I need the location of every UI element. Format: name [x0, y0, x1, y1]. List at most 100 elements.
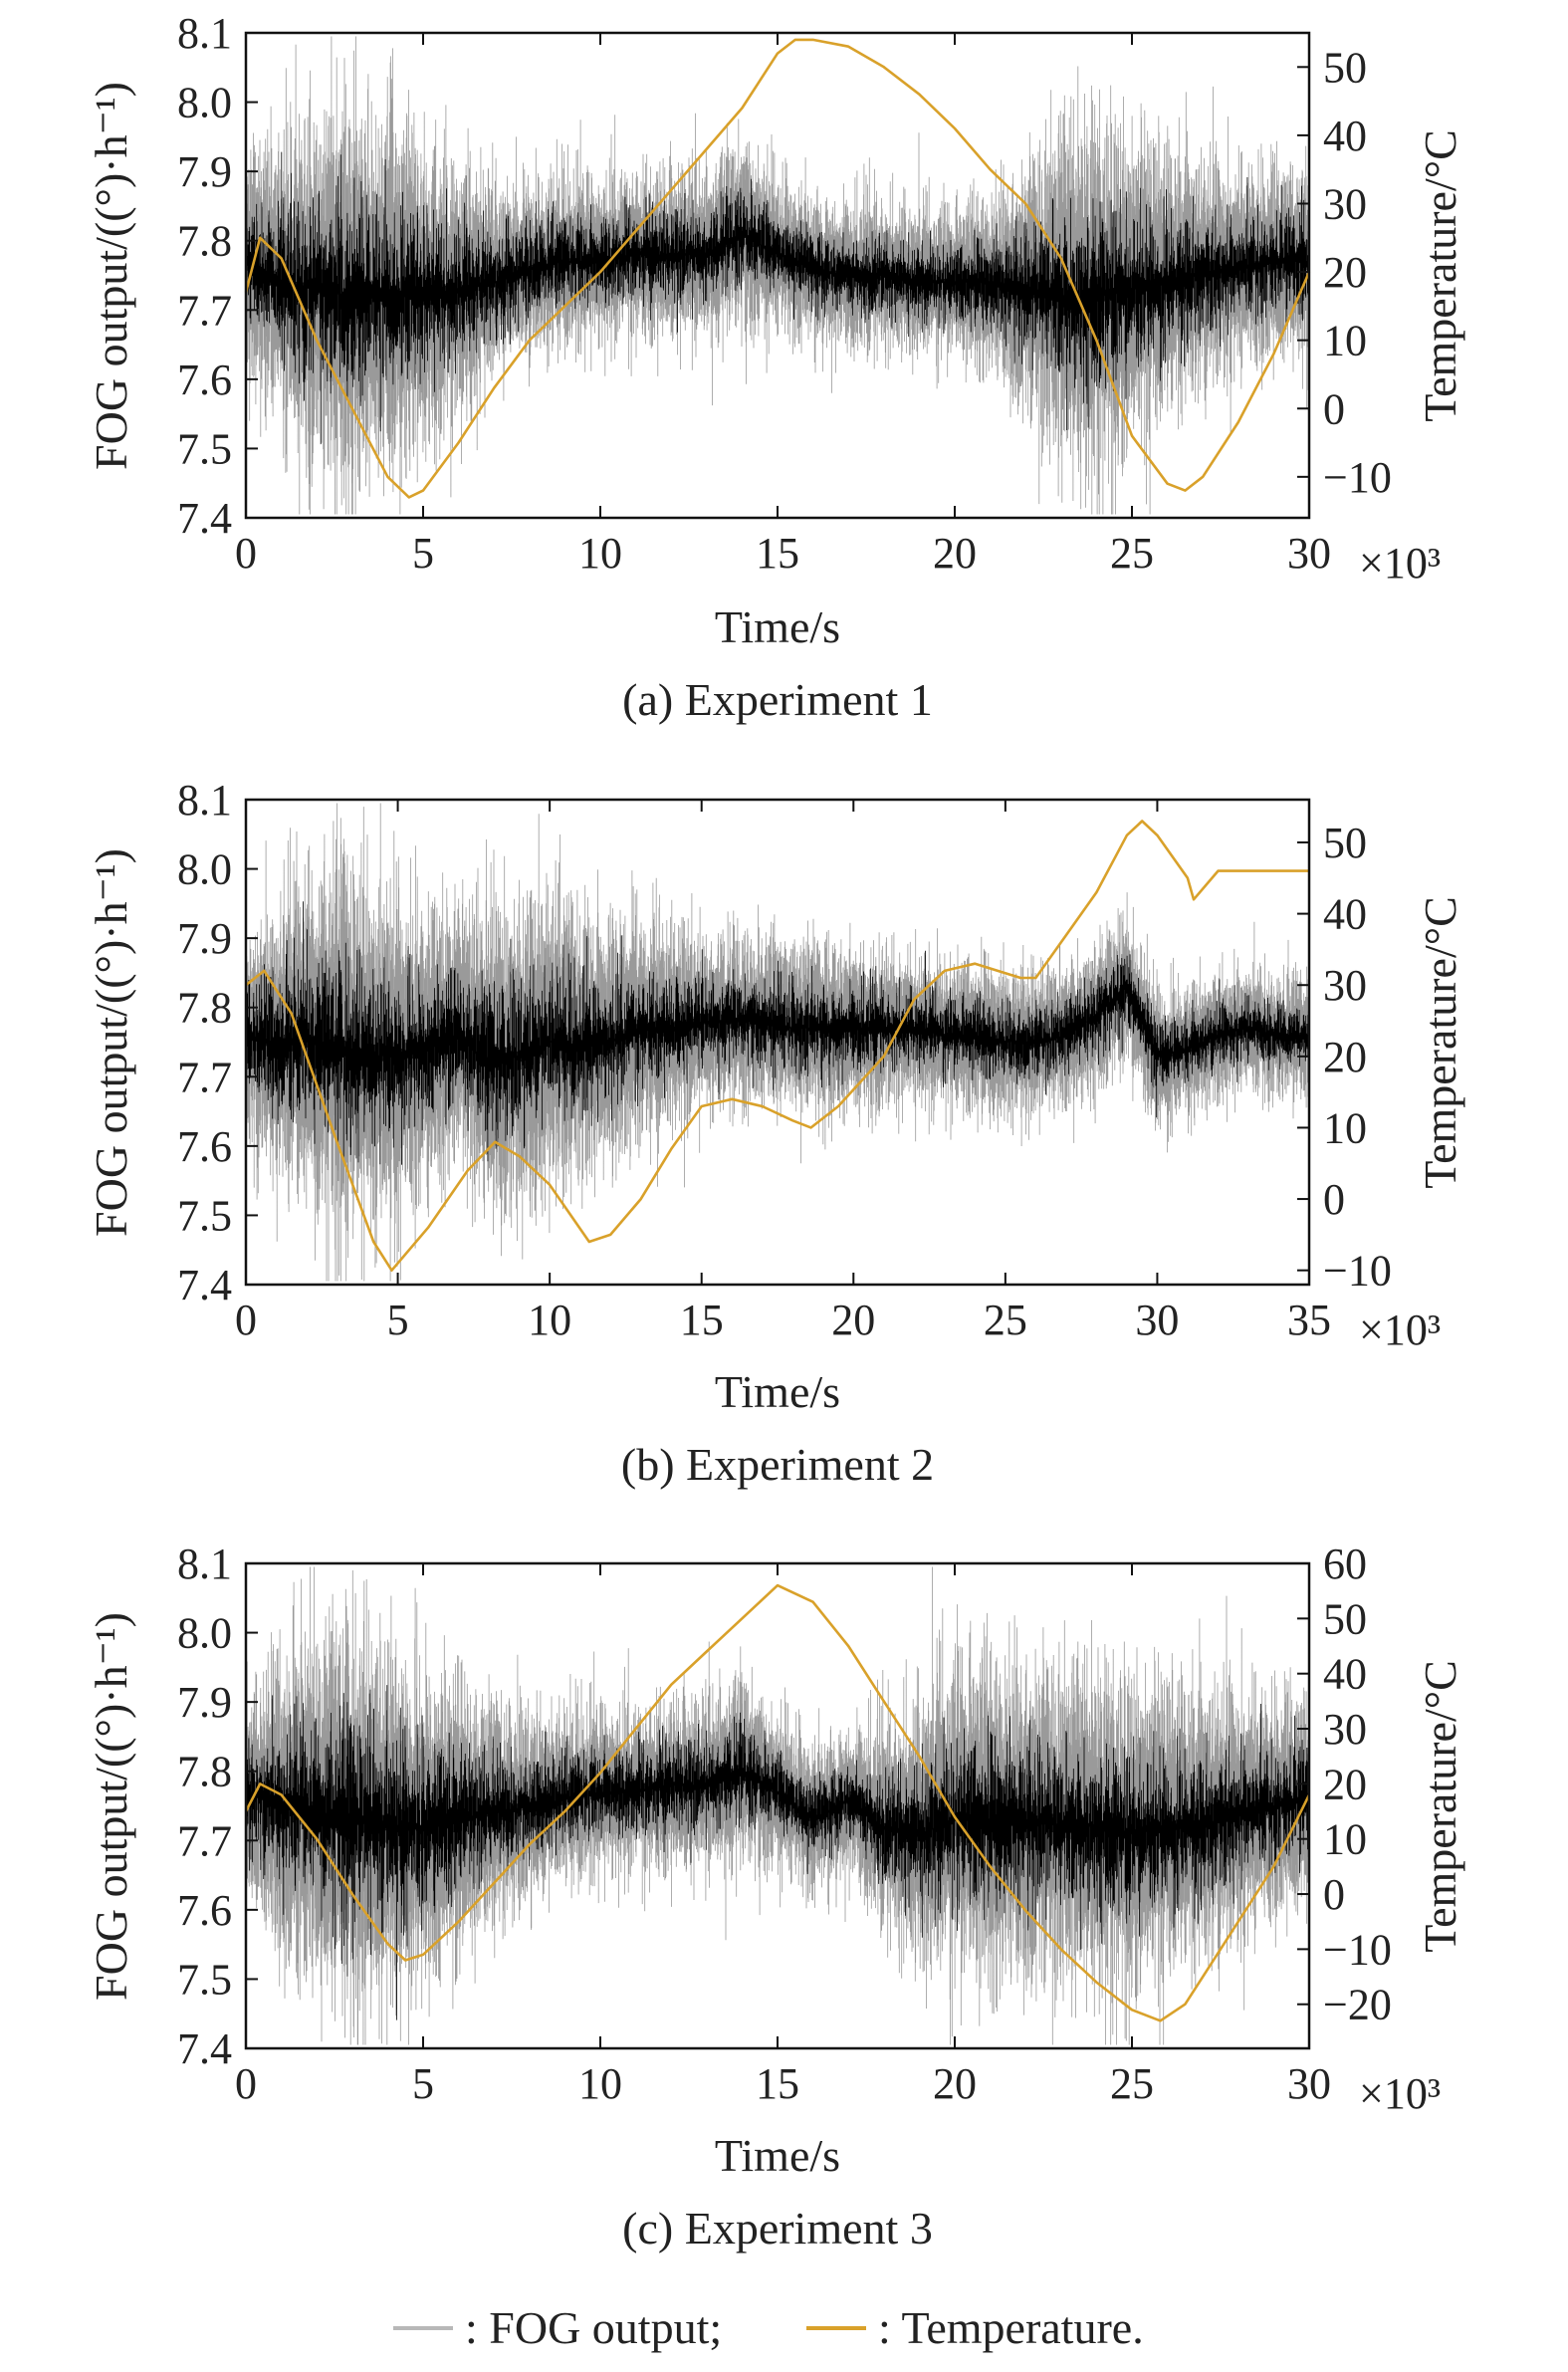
panel-b-temperature-line	[245, 820, 1309, 1272]
panel-a-ytick-left-label: 7.6	[177, 356, 232, 404]
panel-a-ytick-left-label: 7.9	[177, 147, 232, 196]
panel-a-ytick-left-label: 7.7	[177, 286, 232, 335]
panel-b-ytick-left-label: 7.9	[177, 914, 232, 963]
panel-a: 0 5 10 15 20 25 30 7.4 7.5 7.6 7.7 7.8 7.9 8.0 8.1 −10 0…	[86, 9, 1465, 725]
legend-fog-label: : FOG output;	[465, 2302, 722, 2353]
panel-b-xtick-label: 0	[235, 1296, 257, 1344]
panel-a-fog-series	[245, 36, 1310, 515]
panel-b-xtick-label: 15	[680, 1296, 724, 1344]
panel-a-xtick-label: 0	[235, 529, 257, 578]
panel-c-xtick-label: 10	[578, 2059, 622, 2108]
panel-a-ytick-left-label: 7.8	[177, 217, 232, 266]
panel-c: 0 5 10 15 20 25 30 7.4 7.5 7.6 7.7 7.8 7.9 8.0 8.1 −20 −…	[86, 1540, 1465, 2253]
panel-c-ytick-left-label: 8.1	[177, 1540, 232, 1588]
panel-a-ylabel-left: FOG output/((°)·h⁻¹)	[86, 82, 136, 470]
panel-a-x-multiplier: ×10³	[1359, 539, 1441, 588]
panel-b-ytick-right-label: 30	[1323, 961, 1367, 1010]
panel-c-ytick-right-label: 60	[1323, 1540, 1367, 1588]
panel-c-xtick-label: 25	[1110, 2059, 1154, 2108]
panel-c-temperature-line	[244, 1583, 1311, 2022]
panel-a-ytick-right-label: 0	[1323, 384, 1345, 433]
panel-a-ytick-right-label: 20	[1323, 248, 1367, 297]
panel-b-ytick-right-label: 20	[1323, 1033, 1367, 1081]
panel-c-ytick-left-label: 7.6	[177, 1886, 232, 1935]
panel-a-ytick-left-label: 8.1	[177, 9, 232, 58]
panel-b-xtick-label: 10	[528, 1296, 571, 1344]
panel-c-xlabel: Time/s	[715, 2130, 840, 2181]
panel-c-ytick-left-label: 8.0	[177, 1609, 232, 1658]
panel-a-ytick-left-label: 7.5	[177, 424, 232, 473]
panel-c-ytick-left-label: 7.4	[177, 2024, 232, 2073]
panel-b-ytick-left-label: 8.0	[177, 845, 232, 894]
panel-c-ytick-right-label: −20	[1323, 1981, 1392, 2029]
panel-b-x-multiplier: ×10³	[1359, 1305, 1441, 1354]
panel-c-ylabel-right: Temperature/°C	[1415, 1660, 1465, 1953]
legend-temp-label: : Temperature.	[878, 2302, 1144, 2353]
panel-a-xtick-label: 10	[578, 529, 622, 578]
panel-b-xtick-label: 30	[1135, 1296, 1179, 1344]
panel-b-ytick-right-label: 10	[1323, 1103, 1367, 1152]
panel-b-fog-series	[245, 803, 1310, 1282]
panel-a-temperature-line	[244, 38, 1311, 499]
panel-c-ytick-left-label: 7.7	[177, 1816, 232, 1865]
panel-a-ylabel-right: Temperature/°C	[1415, 129, 1465, 422]
panel-b: 0 5 10 15 20 25 30 35 7.4 7.5 7.6 7.7 7.8 7.9 8.0 8.1 −1…	[86, 776, 1465, 1490]
panel-a-ytick-left-label: 7.4	[177, 494, 232, 543]
panel-b-ytick-left-label: 7.6	[177, 1122, 232, 1171]
panel-a-ytick-right-label: 50	[1323, 43, 1367, 92]
panel-c-xtick-label: 30	[1287, 2059, 1331, 2108]
panel-a-temp-series	[244, 38, 1311, 499]
legend: : FOG output; : Temperature.	[393, 2302, 1144, 2353]
panel-b-xtick-label: 25	[984, 1296, 1027, 1344]
panel-c-ytick-right-label: 40	[1323, 1650, 1367, 1699]
panel-a-ticks: 0 5 10 15 20 25 30 7.4 7.5 7.6 7.7 7.8 7.9 8.0 8.1 −10 0…	[177, 9, 1392, 578]
panel-a-xtick-label: 30	[1287, 529, 1331, 578]
panel-b-ytick-right-label: 40	[1323, 890, 1367, 939]
panel-c-fog-series	[245, 1566, 1310, 2045]
panel-b-ticks: 0 5 10 15 20 25 30 35 7.4 7.5 7.6 7.7 7.8 7.9 8.0 8.1 −1…	[177, 776, 1392, 1344]
panel-c-xtick-label: 15	[756, 2059, 799, 2108]
panel-b-ytick-left-label: 7.8	[177, 984, 232, 1033]
panel-b-xtick-label: 35	[1287, 1296, 1331, 1344]
panel-c-ytick-right-label: 10	[1323, 1815, 1367, 1864]
panel-c-ytick-right-label: −10	[1323, 1925, 1392, 1974]
panel-b-ytick-left-label: 8.1	[177, 776, 232, 825]
panel-b-ylabel-left: FOG output/((°)·h⁻¹)	[86, 848, 136, 1237]
panel-a-ytick-right-label: 40	[1323, 112, 1367, 160]
panel-c-xtick-label: 20	[933, 2059, 977, 2108]
panel-b-xtick-label: 20	[831, 1296, 875, 1344]
panel-c-temp-series	[244, 1583, 1311, 2022]
panel-a-xlabel: Time/s	[715, 601, 840, 652]
panel-b-ytick-left-label: 7.7	[177, 1053, 232, 1101]
panel-c-xtick-label: 5	[412, 2059, 434, 2108]
panel-c-ytick-right-label: 0	[1323, 1870, 1345, 1919]
panel-b-plot-frame	[244, 798, 1311, 1287]
panel-a-ytick-right-label: −10	[1323, 453, 1392, 502]
panel-b-ylabel-right: Temperature/°C	[1415, 896, 1465, 1189]
panel-b-ytick-left-label: 7.4	[177, 1261, 232, 1309]
panel-c-x-multiplier: ×10³	[1359, 2069, 1441, 2118]
panel-b-xtick-label: 5	[387, 1296, 409, 1344]
panel-b-ytick-right-label: 50	[1323, 819, 1367, 867]
panel-a-xtick-label: 5	[412, 529, 434, 578]
panel-c-ytick-left-label: 7.5	[177, 1955, 232, 2004]
panel-a-xtick-label: 20	[933, 529, 977, 578]
panel-b-xlabel: Time/s	[715, 1366, 840, 1417]
panel-c-xtick-label: 0	[235, 2059, 257, 2108]
panel-a-xtick-label: 25	[1110, 529, 1154, 578]
panel-b-caption: (b) Experiment 2	[621, 1439, 934, 1490]
panel-a-xtick-label: 15	[756, 529, 799, 578]
panel-b-ytick-left-label: 7.5	[177, 1191, 232, 1240]
panel-c-ytick-right-label: 50	[1323, 1594, 1367, 1643]
panel-c-ytick-right-label: 20	[1323, 1760, 1367, 1808]
panel-a-ytick-left-label: 8.0	[177, 79, 232, 127]
panel-c-ticks: 0 5 10 15 20 25 30 7.4 7.5 7.6 7.7 7.8 7.9 8.0 8.1 −20 −…	[177, 1540, 1392, 2108]
panel-c-ytick-right-label: 30	[1323, 1705, 1367, 1754]
panel-b-ytick-right-label: −10	[1323, 1247, 1392, 1296]
panel-c-ylabel-left: FOG output/((°)·h⁻¹)	[86, 1612, 136, 2001]
panel-a-ytick-right-label: 30	[1323, 179, 1367, 228]
panel-b-ytick-right-label: 0	[1323, 1175, 1345, 1224]
panel-a-ytick-right-label: 10	[1323, 317, 1367, 365]
panel-c-ytick-left-label: 7.8	[177, 1748, 232, 1796]
